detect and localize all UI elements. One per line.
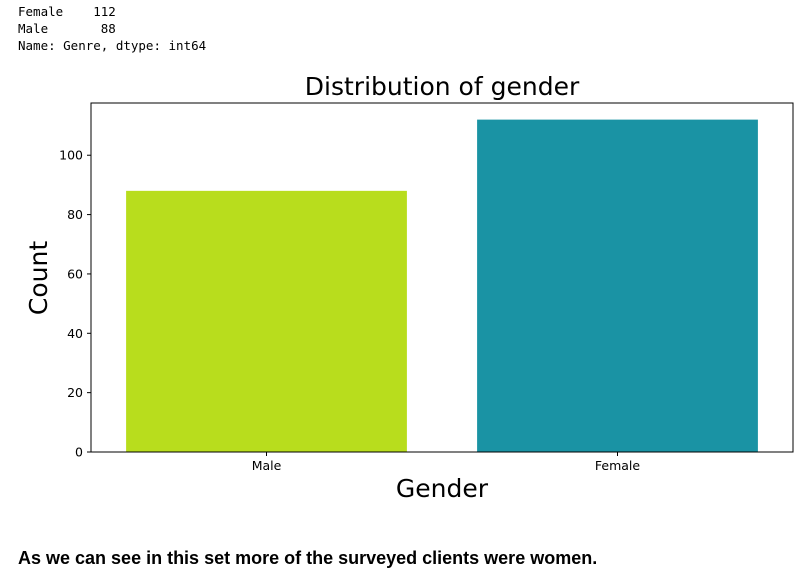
cell-output-text: Female 112 Male 88 Name: Genre, dtype: i… [18, 3, 206, 54]
plot-area: Male Female 0 20 40 60 80 100 [59, 119, 758, 473]
axes-frame [90, 102, 794, 453]
chart-title: Distribution of gender [305, 72, 580, 101]
x-axis-label: Gender [396, 474, 489, 503]
gender-bar-chart: Distribution of gender Male Female 0 20 40 60… [24, 72, 794, 503]
output-line: Name: Genre, dtype: int64 [18, 38, 207, 53]
x-tick-label: Female [595, 458, 641, 473]
bar-female [477, 119, 758, 452]
y-tick-label: 80 [67, 207, 83, 222]
output-line: Female 112 [18, 4, 116, 19]
y-tick-label: 0 [75, 445, 83, 460]
y-tick-label: 40 [67, 326, 83, 341]
bar-male [126, 190, 407, 452]
y-tick-label: 20 [67, 385, 83, 400]
commentary-text: As we can see in this set more of the su… [18, 548, 598, 568]
y-tick-label: 60 [67, 266, 83, 281]
x-tick-label: Male [252, 458, 282, 473]
y-axis-label: Count [24, 241, 53, 315]
y-tick-label: 100 [59, 148, 83, 163]
output-line: Male 88 [18, 21, 116, 36]
